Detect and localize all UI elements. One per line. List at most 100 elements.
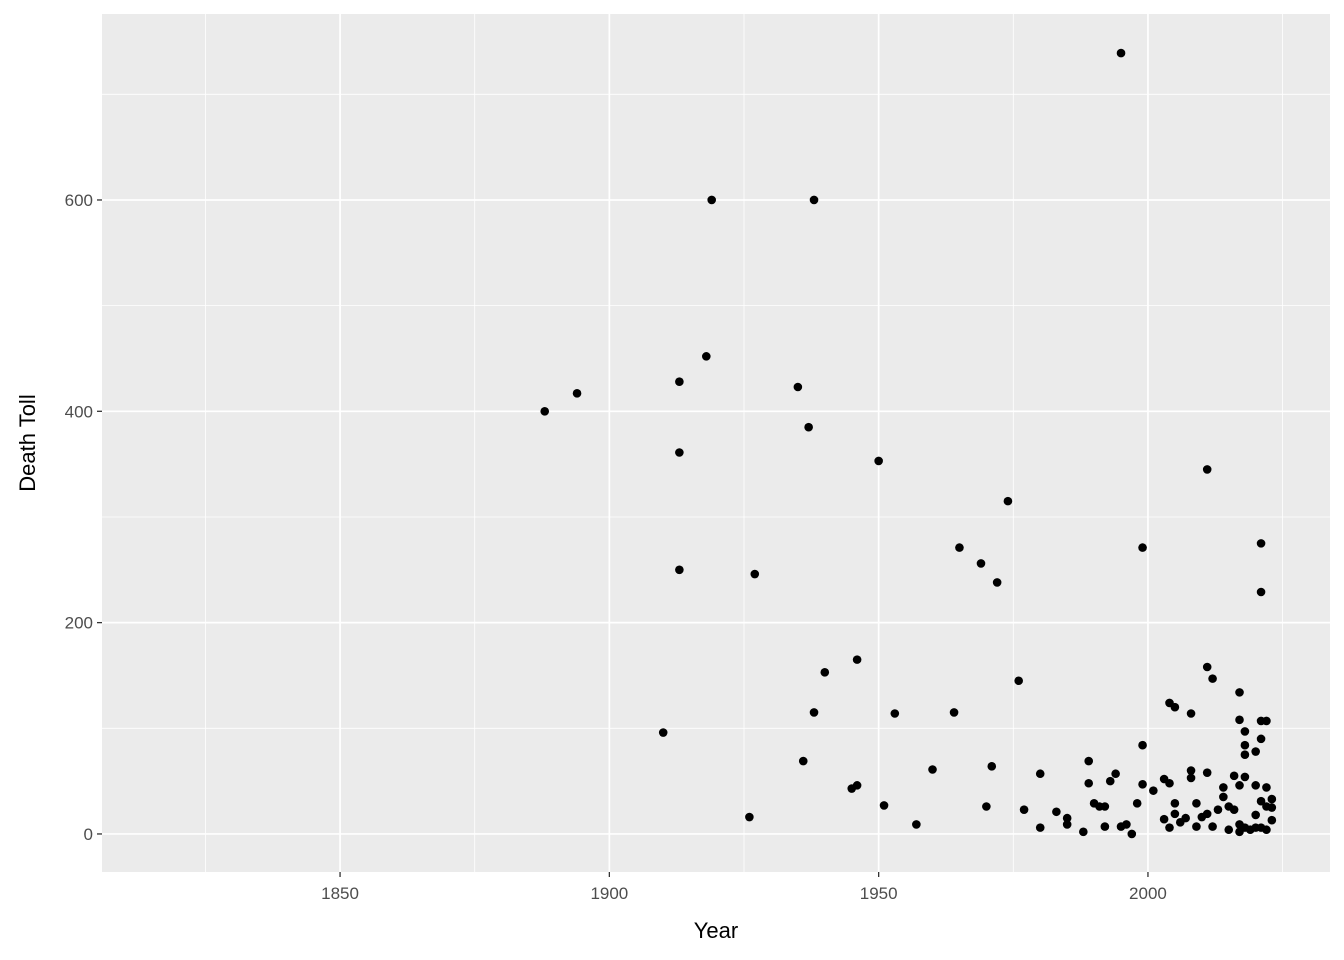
point <box>1213 805 1223 814</box>
y-axis-title: Death Toll <box>15 394 40 491</box>
point <box>1235 715 1244 725</box>
point <box>1122 820 1131 829</box>
point <box>1084 778 1094 788</box>
point <box>852 655 862 664</box>
point <box>1105 776 1115 786</box>
point <box>1202 662 1212 672</box>
point <box>1267 815 1277 825</box>
point <box>1208 674 1217 683</box>
point <box>1256 587 1266 597</box>
point <box>1181 813 1190 823</box>
point <box>707 195 716 205</box>
point <box>1003 496 1013 506</box>
point <box>1202 809 1212 819</box>
point <box>675 448 684 457</box>
point <box>890 709 900 718</box>
point <box>1219 792 1228 802</box>
point <box>1251 747 1260 756</box>
point <box>1149 786 1158 795</box>
point <box>1170 799 1180 808</box>
point <box>793 382 803 392</box>
point <box>1052 807 1061 817</box>
point <box>1100 802 1110 811</box>
point <box>1035 769 1045 779</box>
point <box>1186 773 1196 783</box>
point <box>1235 688 1244 697</box>
point <box>809 708 819 717</box>
point <box>1170 702 1180 712</box>
point <box>1165 823 1174 832</box>
point <box>572 389 582 398</box>
point <box>1170 809 1180 819</box>
point <box>955 543 964 552</box>
point <box>1116 48 1126 58</box>
panel <box>102 14 1330 872</box>
point <box>1159 814 1169 824</box>
point <box>1138 779 1147 789</box>
point <box>1262 825 1271 835</box>
point <box>1100 822 1110 831</box>
point <box>1111 769 1120 779</box>
point <box>1035 823 1045 832</box>
point <box>1202 768 1212 777</box>
point <box>1132 799 1142 808</box>
point <box>912 820 921 829</box>
point <box>745 812 754 822</box>
point <box>1262 716 1271 726</box>
point <box>1019 805 1029 814</box>
point <box>928 765 937 774</box>
point <box>750 569 760 579</box>
point <box>1165 778 1174 788</box>
point <box>874 456 883 466</box>
point <box>809 195 819 205</box>
point <box>1229 805 1239 814</box>
point <box>1224 825 1234 835</box>
point <box>1256 539 1266 548</box>
point <box>1256 734 1266 744</box>
point <box>1262 783 1271 792</box>
point <box>1186 709 1196 718</box>
point <box>1192 822 1201 831</box>
point <box>540 407 550 416</box>
point <box>982 802 991 811</box>
y-tick-label: 200 <box>65 614 93 633</box>
point <box>658 728 668 737</box>
x-axis-title: Year <box>694 918 738 943</box>
point <box>879 801 889 810</box>
point <box>1084 756 1094 766</box>
point <box>1240 727 1250 736</box>
x-tick-label: 1900 <box>590 884 628 903</box>
point <box>1240 772 1250 782</box>
y-tick-label: 400 <box>65 402 93 421</box>
point <box>1251 781 1260 790</box>
point <box>675 377 684 387</box>
point <box>820 667 830 677</box>
point <box>702 352 711 361</box>
point <box>675 565 684 575</box>
point <box>1267 794 1277 804</box>
y-tick-label: 0 <box>84 825 93 844</box>
y-tick-label: 600 <box>65 191 93 210</box>
point <box>1235 781 1244 790</box>
point <box>798 756 808 766</box>
x-tick-label: 1850 <box>321 884 359 903</box>
point <box>1079 827 1088 837</box>
point <box>1267 803 1277 812</box>
point <box>1138 543 1147 552</box>
point <box>1014 676 1023 686</box>
point <box>1240 740 1250 750</box>
point <box>976 559 986 568</box>
point <box>852 781 862 790</box>
point <box>987 762 997 771</box>
point <box>1219 783 1228 792</box>
point <box>1062 813 1072 823</box>
point <box>1240 750 1250 760</box>
point <box>1251 810 1260 820</box>
point <box>1186 766 1196 775</box>
point <box>1127 829 1137 839</box>
point <box>1208 822 1217 831</box>
point <box>1229 771 1239 781</box>
point <box>1062 820 1072 829</box>
point <box>949 708 959 717</box>
point <box>992 578 1002 587</box>
